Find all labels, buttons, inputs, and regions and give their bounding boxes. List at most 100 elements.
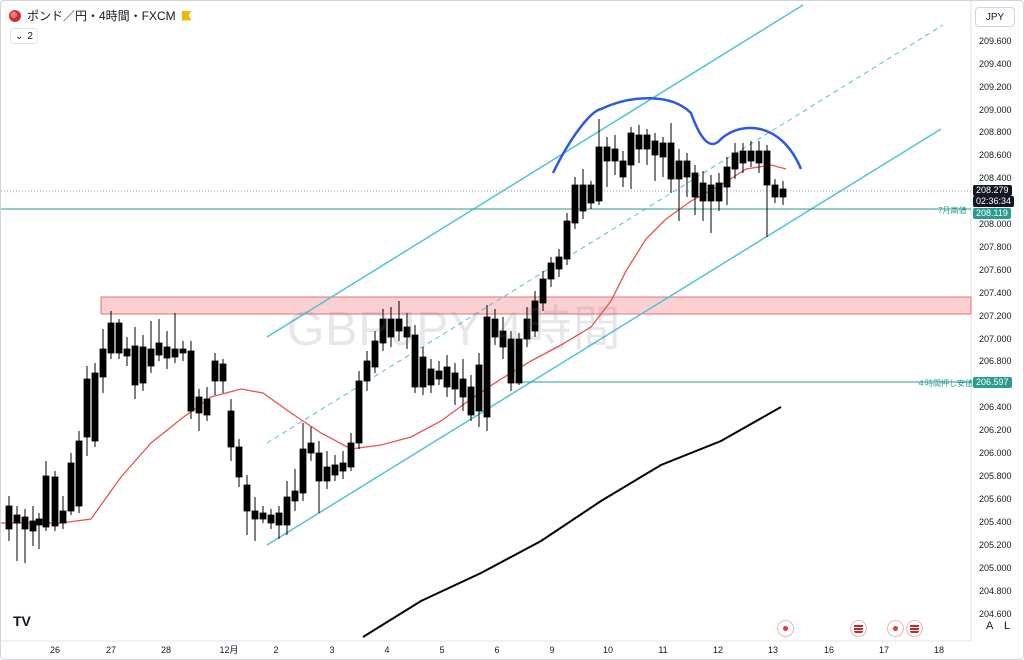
bear-candle bbox=[371, 340, 379, 368]
bear-candle bbox=[139, 346, 147, 384]
bear-candle bbox=[91, 372, 99, 442]
date-axis-label: 10 bbox=[603, 645, 613, 655]
symbol-watermark: GBPJPY 4時間 bbox=[287, 303, 622, 356]
bear-candle bbox=[107, 322, 115, 354]
chevron-down-icon: ⌄ bbox=[15, 30, 24, 42]
bear-candle bbox=[187, 350, 195, 412]
bear-candle bbox=[667, 142, 675, 180]
bear-candle bbox=[379, 318, 387, 344]
bear-candle bbox=[21, 516, 29, 530]
flag-event-icon[interactable] bbox=[906, 620, 923, 637]
auto-scale-button[interactable]: A bbox=[986, 620, 994, 632]
bear-candle bbox=[291, 490, 299, 502]
bear-candle bbox=[219, 363, 227, 382]
date-axis-label: 18 bbox=[934, 645, 944, 655]
channel-upper-line[interactable] bbox=[266, 4, 804, 338]
pullback-low-label: ４時間押し安値 bbox=[917, 379, 973, 388]
date-axis-label: 4 bbox=[384, 645, 389, 655]
price-axis-label: 208.400 bbox=[979, 173, 1012, 183]
bear-candle bbox=[755, 150, 763, 164]
bear-candle bbox=[299, 448, 307, 494]
price-axis-label: 208.600 bbox=[979, 150, 1012, 160]
bear-candle bbox=[771, 184, 779, 198]
bear-candle bbox=[643, 134, 651, 150]
bear-candle bbox=[491, 318, 499, 338]
gbp-currency-icon bbox=[9, 9, 21, 22]
bear-candle bbox=[13, 514, 21, 524]
bear-candle bbox=[259, 512, 267, 520]
bear-candle bbox=[227, 410, 235, 448]
bear-candle bbox=[51, 476, 59, 527]
bear-candle bbox=[595, 146, 603, 202]
bear-candle bbox=[339, 462, 347, 472]
bear-candle bbox=[411, 334, 419, 388]
bear-candle bbox=[99, 348, 107, 378]
price-axis-label: 208.800 bbox=[979, 127, 1012, 137]
bear-candle bbox=[707, 184, 715, 202]
bear-candle bbox=[387, 318, 395, 338]
bear-candle bbox=[555, 256, 563, 270]
flag-icon[interactable] bbox=[181, 10, 192, 21]
indicator-toggle-button[interactable]: ⌄ 2 bbox=[10, 28, 38, 44]
flag-event-icon[interactable] bbox=[850, 620, 867, 637]
bear-candle bbox=[579, 184, 587, 212]
bear-candle bbox=[5, 505, 13, 530]
price-axis-label: 206.200 bbox=[979, 425, 1012, 435]
bear-candle bbox=[611, 148, 619, 162]
bear-candle bbox=[155, 342, 163, 356]
symbol-title: ポンド／円・4時間・FXCM bbox=[27, 9, 176, 23]
symbol-header[interactable]: ポンド／円・4時間・FXCM bbox=[9, 7, 192, 24]
bear-candle bbox=[483, 316, 491, 418]
bear-candle bbox=[779, 188, 787, 198]
event-icon[interactable] bbox=[777, 620, 794, 637]
bear-candle bbox=[715, 182, 723, 202]
countdown-tag: 02:36:34 bbox=[973, 196, 1015, 207]
long-ma-line bbox=[362, 406, 782, 638]
log-scale-button[interactable]: L bbox=[1004, 620, 1011, 632]
date-axis-label: 17 bbox=[879, 645, 889, 655]
bear-candle bbox=[251, 510, 259, 520]
date-axis-label: 12 bbox=[713, 645, 723, 655]
bear-candle bbox=[147, 348, 155, 367]
bear-candle bbox=[123, 348, 131, 357]
head-and-shoulders-curve[interactable] bbox=[551, 97, 803, 174]
date-axis-label: 26 bbox=[50, 645, 60, 655]
bear-candle bbox=[603, 146, 611, 162]
date-axis-label: 11 bbox=[658, 645, 667, 655]
bear-candle bbox=[699, 182, 707, 202]
bear-candle bbox=[691, 172, 699, 198]
bear-candle bbox=[627, 132, 635, 166]
bear-candle bbox=[747, 150, 755, 162]
bear-candle bbox=[67, 462, 75, 512]
channel-lower-line[interactable] bbox=[266, 128, 942, 546]
bear-candle bbox=[523, 318, 531, 340]
bear-candle bbox=[651, 140, 659, 156]
bear-candle bbox=[531, 300, 539, 332]
bear-candle bbox=[635, 134, 643, 150]
bear-candle bbox=[403, 326, 411, 338]
july-high-tag: 208.119 bbox=[973, 208, 1011, 219]
channel-mid-line[interactable] bbox=[266, 24, 944, 444]
bear-candle bbox=[179, 348, 187, 354]
price-axis-label: 207.800 bbox=[979, 242, 1012, 252]
bear-candle bbox=[547, 262, 555, 280]
bear-candle bbox=[563, 220, 571, 260]
bear-candle bbox=[435, 370, 443, 380]
date-axis-label: 16 bbox=[824, 645, 834, 655]
bear-candle bbox=[75, 440, 83, 507]
tradingview-logo-icon[interactable]: TV bbox=[13, 613, 31, 629]
bear-candle bbox=[171, 348, 179, 358]
currency-button[interactable]: JPY bbox=[975, 7, 1015, 27]
event-icon[interactable] bbox=[887, 620, 904, 637]
price-axis-label: 209.600 bbox=[979, 36, 1012, 46]
price-axis-label: 208.000 bbox=[979, 219, 1012, 229]
bear-candle bbox=[451, 372, 459, 390]
bear-candle bbox=[659, 142, 667, 158]
price-axis-label: 209.000 bbox=[979, 105, 1012, 115]
bear-candle bbox=[683, 160, 691, 178]
bear-candle bbox=[587, 184, 595, 204]
price-axis-label: 204.800 bbox=[979, 586, 1012, 596]
bear-candle bbox=[507, 338, 515, 384]
